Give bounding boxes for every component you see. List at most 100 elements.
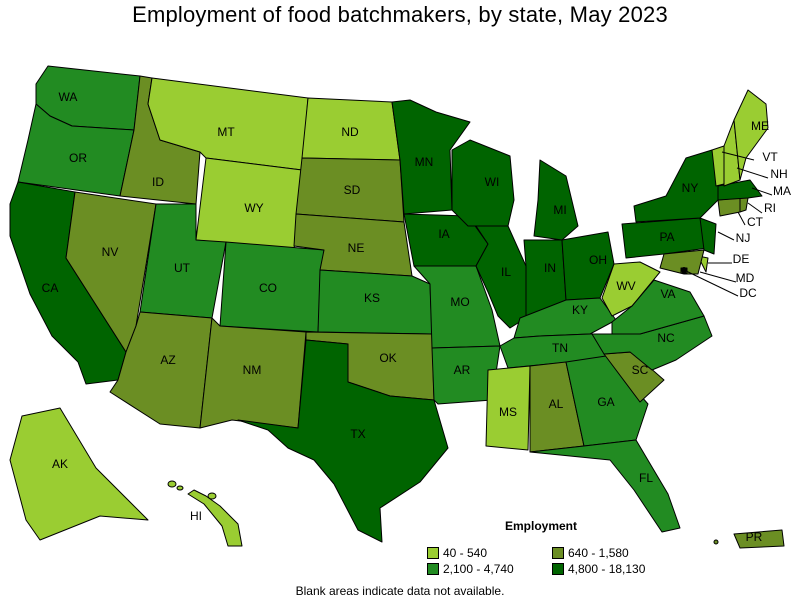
- state-ms: [485, 365, 531, 451]
- state-tx: [237, 339, 449, 543]
- state-label-ok: OK: [379, 351, 396, 365]
- hi-island: [176, 485, 184, 491]
- legend-item-40-540: 40 - 540: [427, 546, 487, 560]
- legend-swatch: [427, 563, 439, 575]
- state-label-nd: ND: [341, 125, 359, 139]
- state-label-nc: NC: [657, 331, 675, 345]
- state-wv: [601, 261, 661, 317]
- state-label-il: IL: [501, 265, 511, 279]
- leader-nj: [717, 231, 735, 241]
- state-label-md: MD: [736, 271, 755, 285]
- state-label-ia: IA: [438, 227, 449, 241]
- state-label-ne: NE: [348, 241, 365, 255]
- leader-ma: [751, 187, 773, 196]
- state-label-pa: PA: [659, 230, 674, 244]
- state-label-ar: AR: [454, 363, 471, 377]
- state-label-vt: VT: [762, 150, 778, 164]
- state-pr: [733, 529, 785, 549]
- state-label-ny: NY: [682, 181, 699, 195]
- state-ct: [717, 197, 741, 217]
- state-label-ky: KY: [572, 303, 588, 317]
- state-label-nj: NJ: [736, 231, 751, 245]
- state-label-mn: MN: [415, 155, 434, 169]
- state-label-oh: OH: [589, 253, 607, 267]
- state-label-ca: CA: [42, 281, 59, 295]
- state-label-va: VA: [660, 287, 675, 301]
- state-label-ut: UT: [174, 261, 191, 275]
- state-label-ms: MS: [499, 405, 517, 419]
- state-label-sc: SC: [632, 363, 649, 377]
- state-ri: [739, 197, 749, 213]
- state-label-pr: PR: [746, 530, 763, 544]
- state-label-co: CO: [259, 281, 277, 295]
- state-label-tn: TN: [552, 341, 568, 355]
- state-label-ga: GA: [597, 395, 614, 409]
- legend-label: 40 - 540: [443, 546, 488, 560]
- footnote: Blank areas indicate data not available.: [295, 584, 505, 598]
- hi-island: [207, 492, 217, 500]
- state-label-sd: SD: [344, 183, 361, 197]
- state-label-in: IN: [544, 261, 556, 275]
- state-mn: [391, 99, 471, 215]
- state-wi: [451, 139, 515, 227]
- state-label-mo: MO: [450, 295, 469, 309]
- legend-item-4800-18130: 4,800 - 18,130: [552, 562, 645, 576]
- state-label-wy: WY: [244, 201, 263, 215]
- legend-item-2100-4740: 2,100 - 4,740: [427, 562, 514, 576]
- legend-title: Employment: [505, 519, 578, 533]
- state-label-dc: DC: [739, 286, 757, 300]
- state-label-nv: NV: [102, 245, 119, 259]
- state-label-ks: KS: [364, 291, 380, 305]
- state-ny: [633, 149, 721, 223]
- state-ar: [431, 345, 501, 405]
- legend-swatch: [552, 547, 564, 559]
- state-il: [475, 225, 527, 329]
- state-label-me: ME: [751, 119, 769, 133]
- legend-label: 2,100 - 4,740: [443, 562, 514, 576]
- state-ma: [717, 179, 763, 201]
- state-md: [659, 249, 705, 275]
- hi-island: [167, 480, 177, 488]
- state-label-fl: FL: [639, 471, 653, 485]
- state-oh: [561, 231, 615, 301]
- legend-label: 4,800 - 18,130: [568, 562, 646, 576]
- state-label-tx: TX: [350, 427, 365, 441]
- state-mi: [533, 159, 579, 241]
- state-label-ct: CT: [747, 215, 764, 229]
- state-fl: [529, 439, 681, 533]
- state-label-ri: RI: [764, 201, 776, 215]
- leader-nh: [736, 167, 769, 179]
- state-label-az: AZ: [160, 353, 175, 367]
- dc-marker: [681, 267, 687, 273]
- state-label-de: DE: [733, 252, 750, 266]
- state-nj: [699, 217, 717, 255]
- state-me: [733, 89, 769, 181]
- state-ak: [9, 407, 149, 541]
- state-ga: [565, 355, 649, 447]
- state-label-ak: AK: [52, 457, 68, 471]
- state-label-wi: WI: [485, 175, 500, 189]
- state-hi: [187, 489, 243, 547]
- map-title: Employment of food batchmakers, by state…: [132, 2, 668, 27]
- state-label-al: AL: [549, 397, 564, 411]
- state-label-wv: WV: [616, 279, 635, 293]
- leader-ri: [747, 202, 763, 214]
- state-label-mi: MI: [553, 203, 566, 217]
- state-label-hi: HI: [190, 509, 202, 523]
- leader-md: [699, 271, 737, 283]
- state-label-ma: MA: [773, 184, 791, 198]
- legend-label: 640 - 1,580: [568, 546, 629, 560]
- leader-dc: [683, 269, 739, 297]
- state-label-nh: NH: [770, 167, 787, 181]
- pr-island: [713, 539, 719, 545]
- state-label-or: OR: [69, 151, 87, 165]
- legend-item-640-1580: 640 - 1,580: [552, 546, 629, 560]
- legend-swatch: [552, 563, 564, 575]
- leader-ct: [737, 211, 746, 226]
- leader-vt: [721, 151, 755, 161]
- state-label-wa: WA: [59, 90, 78, 104]
- state-label-mt: MT: [217, 125, 235, 139]
- state-label-nm: NM: [243, 363, 262, 377]
- legend-swatch: [427, 547, 439, 559]
